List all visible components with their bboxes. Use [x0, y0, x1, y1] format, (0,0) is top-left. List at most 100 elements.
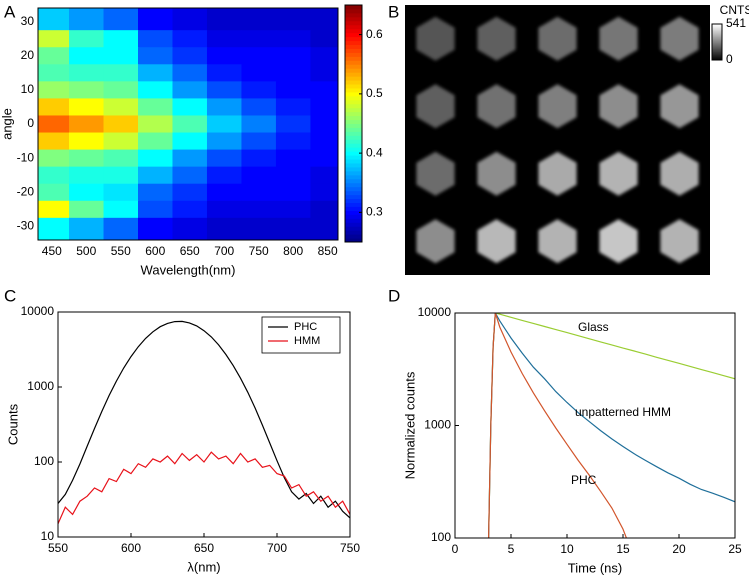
colorbar-step: [712, 53, 722, 55]
colorbar-step: [712, 30, 722, 32]
colorbar-step: [712, 40, 722, 42]
heatmap-cell: [69, 98, 105, 116]
panel-label: D: [388, 286, 400, 305]
colorbar-step: [712, 28, 722, 30]
colorbar-step: [712, 48, 722, 50]
y-axis-label: Counts: [5, 403, 20, 445]
series-line: [488, 313, 735, 538]
heatmap-cell: [69, 132, 105, 151]
heatmap-cell: [69, 149, 105, 168]
panel-label: B: [388, 2, 399, 21]
heatmap-cell: [38, 47, 70, 65]
colorbar-step: [712, 43, 722, 45]
spot: [660, 151, 699, 196]
heatmap-cell: [275, 132, 311, 151]
colorbar-step: [712, 50, 722, 52]
colorbar-step: [712, 26, 722, 28]
legend-label: PHC: [294, 321, 317, 333]
colorbar-step: [345, 170, 362, 176]
colorbar-step: [345, 163, 362, 168]
x-tick-label: 800: [283, 244, 303, 258]
colorbar-step: [345, 214, 362, 219]
colorbar-step: [712, 33, 722, 35]
y-tick-label: -10: [17, 150, 35, 164]
colorbar-step: [345, 131, 362, 136]
colorbar-step: [345, 155, 362, 160]
heatmap-cell: [69, 183, 105, 202]
heatmap-cell: [38, 81, 70, 99]
spot: [599, 16, 638, 61]
colorbar-step: [345, 36, 362, 42]
series-lines: [58, 320, 350, 525]
heatmap-cell: [69, 64, 105, 82]
spot: [599, 84, 638, 129]
colorbar-step: [712, 24, 722, 26]
x-tick-label: 500: [76, 244, 96, 258]
colorbar-step: [345, 68, 362, 73]
colorbar-step: [345, 135, 362, 140]
heatmap-cell: [103, 149, 139, 168]
series-line: [488, 313, 627, 538]
heatmap-cell: [38, 8, 70, 31]
colorbar-step: [345, 24, 362, 30]
heatmap-cell: [206, 47, 242, 65]
spot: [660, 219, 699, 264]
heatmap-cell: [275, 183, 311, 202]
legend-label: HMM: [294, 335, 320, 347]
spot: [477, 151, 516, 196]
heatmap-cell: [172, 115, 208, 134]
x-tick-label: 0: [452, 542, 459, 556]
colorbar-step: [345, 91, 362, 97]
colorbar-step: [345, 222, 362, 227]
heatmap-cell: [138, 217, 173, 240]
colorbar-step: [345, 72, 362, 77]
colorbar-step: [345, 206, 362, 211]
colorbar-step: [712, 39, 722, 41]
colorbar-step: [712, 28, 722, 30]
y-axis-label: Normalized counts: [402, 371, 417, 479]
heatmap-cell: [241, 166, 277, 185]
colorbar-step: [712, 58, 722, 60]
colorbar-step: [345, 190, 362, 196]
y-tick-label: 10000: [418, 305, 452, 319]
heatmap-cell: [38, 183, 70, 202]
heatmap-cell: [241, 8, 277, 31]
y-tick-label: -30: [17, 219, 35, 233]
heatmap-cell: [310, 81, 338, 99]
colorbar-step: [345, 238, 362, 243]
colorbar-step: [712, 37, 722, 39]
series-line: [58, 320, 350, 519]
heatmap-cell: [275, 149, 311, 168]
x-tick-label: 450: [42, 244, 62, 258]
colorbar-step: [345, 194, 362, 200]
heatmap-cell: [38, 200, 70, 219]
y-tick-label: -20: [17, 184, 35, 198]
heatmap-cell: [172, 217, 208, 240]
y-tick-label: 10000: [21, 304, 55, 318]
colorbar-step: [345, 56, 362, 61]
colorbar-step: [712, 27, 722, 29]
heatmap-cell: [206, 8, 242, 31]
colorbar-step: [345, 210, 362, 215]
colorbar-step: [345, 52, 362, 57]
colorbar-step: [345, 76, 362, 81]
colorbar-step: [345, 186, 362, 192]
x-tick-label: 750: [249, 244, 269, 258]
colorbar-step: [712, 51, 722, 53]
heatmap-cell: [38, 166, 70, 185]
colorbar-step: [345, 123, 362, 128]
colorbar-step: [345, 107, 362, 113]
spot: [538, 151, 577, 196]
heatmap-cell: [275, 217, 311, 240]
spot: [477, 16, 516, 61]
colorbar-step: [712, 40, 722, 42]
plot-frame: [454, 312, 736, 539]
spot: [477, 84, 516, 129]
heatmap-cell: [241, 30, 277, 48]
y-tick-label: 10: [21, 82, 35, 96]
heatmap-cell: [275, 8, 311, 31]
spot: [416, 151, 455, 196]
colorbar-step: [712, 34, 722, 36]
heatmap-cell: [138, 47, 173, 65]
colorbar-step: [345, 95, 362, 101]
